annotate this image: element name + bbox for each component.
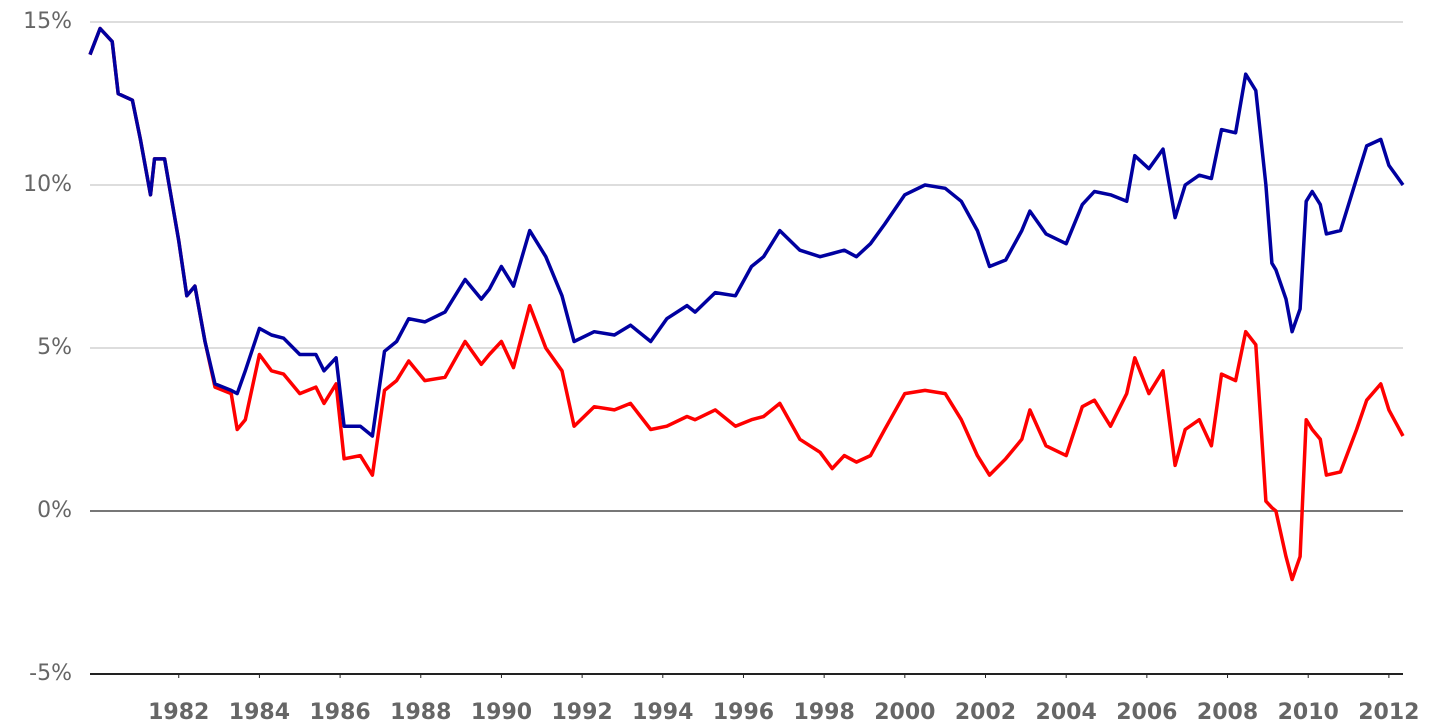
x-tick-label: 2008 bbox=[1197, 700, 1258, 723]
x-tick-label: 1986 bbox=[309, 700, 370, 723]
x-tick-label: 1998 bbox=[794, 700, 855, 723]
x-tick-label: 2000 bbox=[874, 700, 935, 723]
x-tick-label: 1996 bbox=[713, 700, 774, 723]
y-tick-label: 0% bbox=[37, 498, 72, 523]
y-tick-label: 5% bbox=[37, 335, 72, 360]
series-line bbox=[88, 26, 1405, 438]
x-tick-label: 1990 bbox=[471, 700, 532, 723]
x-tick-label: 2010 bbox=[1278, 700, 1339, 723]
x-tick-label: 2002 bbox=[955, 700, 1016, 723]
x-tick-label: 2006 bbox=[1116, 700, 1177, 723]
x-tick-label: 1984 bbox=[229, 700, 290, 723]
x-tick-label: 1994 bbox=[632, 700, 693, 723]
y-tick-label: 15% bbox=[23, 9, 72, 34]
y-tick-label: -5% bbox=[29, 661, 72, 686]
series-line bbox=[88, 26, 1405, 582]
x-tick-label: 1992 bbox=[552, 700, 613, 723]
y-tick-label: 10% bbox=[23, 172, 72, 197]
x-tick-label: 1988 bbox=[390, 700, 451, 723]
x-tick-label: 1982 bbox=[148, 700, 209, 723]
x-tick-label: 2004 bbox=[1036, 700, 1097, 723]
x-tick-label: 2012 bbox=[1358, 700, 1419, 723]
